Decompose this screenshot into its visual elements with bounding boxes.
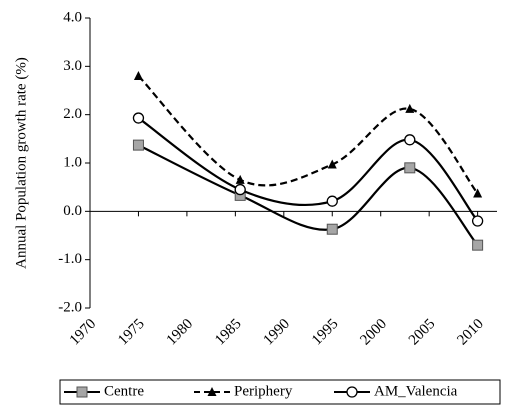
y-tick-label: 1.0 [63,154,82,170]
x-tick-label: 1975 [115,316,148,349]
legend-marker [346,386,358,398]
x-tick-label: 1990 [261,316,294,349]
marker [235,174,245,184]
marker [405,103,415,113]
legend-label: AM_Valencia [374,383,458,399]
marker [234,183,246,196]
marker [471,215,484,227]
legend-box [59,379,501,405]
y-tick-label: 0.0 [63,203,82,219]
x-tick-label: 2000 [357,316,390,349]
legend-label: Centre [104,383,144,399]
series-line [137,144,479,246]
marker [327,159,337,169]
marker [132,139,144,151]
marker [133,71,143,80]
y-tick-label: 3.0 [63,58,82,74]
legend: Centre Periphery AM_Valencia [59,379,501,405]
y-tick-label: -2.0 [58,299,82,315]
x-tick-label: 1980 [164,316,197,349]
marker [472,239,484,251]
y-tick-label: 2.0 [63,106,82,122]
y-tick-label: 4.0 [63,9,82,25]
y-axis-title: Annual Population growth rate (%) [13,57,29,269]
legend-label: Periphery [234,383,293,399]
x-tick-label: 2005 [406,316,439,349]
legend-marker [207,387,217,396]
x-tick-label: 1985 [212,316,245,349]
y-tick-label: -1.0 [58,251,82,267]
series-line [137,117,479,222]
marker [326,223,338,235]
x-tick-label: 1995 [309,316,342,349]
marker [473,188,483,198]
x-tick-label: 2010 [454,316,487,349]
marker [132,112,145,124]
marker [326,195,338,207]
marker [404,134,416,146]
legend-marker [76,386,88,398]
marker [404,162,416,174]
x-tick-label: 1970 [67,316,100,349]
